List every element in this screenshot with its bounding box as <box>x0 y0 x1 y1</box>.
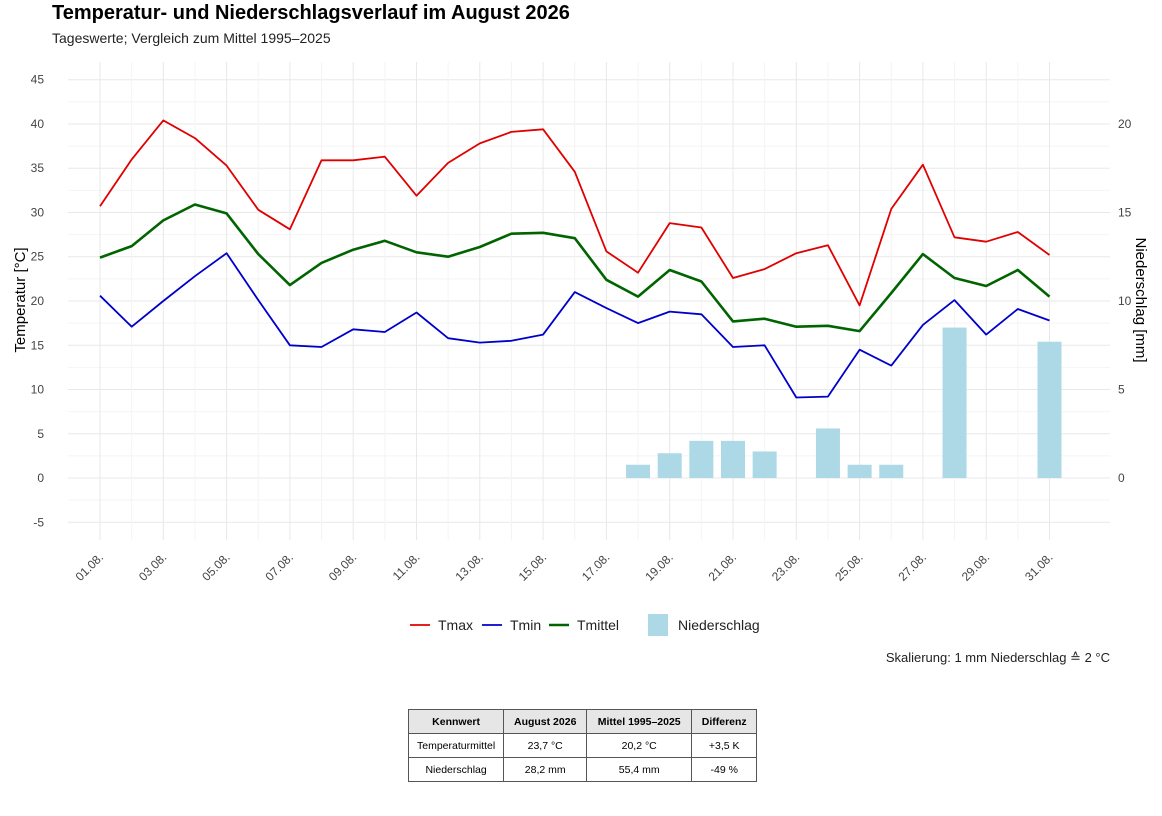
precipitation-bar <box>721 440 745 479</box>
legend: Tmax Tmin Tmittel Niederschlag <box>410 614 760 636</box>
stats-cell: 28,2 mm <box>503 757 588 782</box>
legend-label: Tmin <box>510 617 541 633</box>
x-tick-label: 09.08. <box>326 550 359 583</box>
x-axis-ticks: 01.08. 03.08. 05.08. 07.08. 09.08. 11.08. 13.0… <box>73 550 1056 583</box>
y-tick-label: 5 <box>37 427 44 441</box>
series-line-tmin <box>99 252 1050 399</box>
x-tick-label: 03.08. <box>136 550 169 583</box>
precipitation-bar <box>626 464 651 479</box>
stats-cell: -49 % <box>691 757 758 782</box>
precipitation-bar <box>879 464 904 479</box>
stats-cell: 55,4 mm <box>586 757 693 782</box>
stats-table: Kennwert August 2026 Mittel 1995–2025 Di… <box>407 709 758 782</box>
chart-title: Temperatur- und Niederschlagsverlauf im … <box>52 2 570 24</box>
y2-tick-label: 10 <box>1118 294 1132 308</box>
y-tick-label: 40 <box>31 117 45 131</box>
y2-tick-label: 20 <box>1118 117 1132 131</box>
precipitation-bar <box>689 440 714 479</box>
series-line-tmittel <box>99 203 1051 333</box>
y2-tick-label: 5 <box>1118 383 1125 397</box>
series-line-tmax <box>99 119 1051 307</box>
stats-header: Differenz <box>691 709 758 734</box>
chart-subtitle: Tageswerte; Vergleich zum Mittel 1995–20… <box>52 30 331 46</box>
x-tick-label: 05.08. <box>199 550 232 583</box>
legend-label: Tmittel <box>577 617 619 633</box>
x-tick-label: 01.08. <box>73 550 106 583</box>
stats-header-row: Kennwert August 2026 Mittel 1995–2025 Di… <box>407 709 758 734</box>
x-tick-label: 31.08. <box>1022 550 1055 583</box>
stats-cell: 20,2 °C <box>586 733 693 758</box>
y-tick-label: 45 <box>31 73 45 87</box>
stats-header: Kennwert <box>407 709 505 734</box>
x-tick-label: 27.08. <box>896 550 929 583</box>
y2-tick-label: 15 <box>1118 205 1132 219</box>
precipitation-bar <box>942 327 967 479</box>
x-tick-label: 23.08. <box>769 550 802 583</box>
stats-cell: Temperaturmittel <box>407 733 505 758</box>
y-tick-label: 20 <box>31 294 45 308</box>
y2-axis-ticks: 0 5 10 15 20 <box>1118 117 1132 485</box>
precipitation-bar <box>815 428 840 479</box>
y2-tick-label: 0 <box>1118 471 1125 485</box>
x-tick-label: 15.08. <box>516 550 549 583</box>
y-axis-label: Temperatur [°C] <box>12 247 29 352</box>
y-tick-label: 10 <box>31 383 45 397</box>
legend-label: Niederschlag <box>678 617 760 633</box>
stats-cell: Niederschlag <box>407 757 505 782</box>
stats-cell: +3,5 K <box>691 733 758 758</box>
precipitation-bar <box>1037 341 1062 479</box>
precipitation-bars <box>626 327 1062 479</box>
y-tick-label: 30 <box>31 205 45 219</box>
scale-note: Skalierung: 1 mm Niederschlag ≙ 2 °C <box>885 650 1110 665</box>
x-tick-label: 13.08. <box>452 550 485 583</box>
stats-header: Mittel 1995–2025 <box>586 709 693 734</box>
y-axis-ticks: -5 0 5 10 15 20 25 30 35 40 45 <box>31 73 45 530</box>
y2-axis-label: Niederschlag [mm] <box>1132 237 1149 362</box>
y-tick-label: 25 <box>31 250 45 264</box>
y-tick-label: 35 <box>31 161 45 175</box>
legend-label: Tmax <box>438 617 473 633</box>
x-tick-label: 21.08. <box>706 550 739 583</box>
stats-header: August 2026 <box>503 709 588 734</box>
precipitation-bar <box>847 464 872 479</box>
x-tick-label: 19.08. <box>642 550 675 583</box>
y-tick-label: 15 <box>31 338 45 352</box>
precipitation-bar <box>657 453 682 479</box>
x-tick-label: 07.08. <box>263 550 296 583</box>
x-tick-label: 29.08. <box>959 550 992 583</box>
stats-row: Niederschlag 28,2 mm 55,4 mm -49 % <box>407 757 758 782</box>
legend-key-niederschlag <box>648 614 668 636</box>
x-tick-label: 25.08. <box>832 550 865 583</box>
x-tick-label: 17.08. <box>579 550 612 583</box>
series-lines <box>99 119 1051 399</box>
y-tick-label: 0 <box>37 471 44 485</box>
x-tick-label: 11.08. <box>390 550 423 583</box>
precipitation-bar <box>752 451 777 479</box>
y-tick-label: -5 <box>33 515 44 529</box>
stats-cell: 23,7 °C <box>503 733 588 758</box>
stats-row: Temperaturmittel 23,7 °C 20,2 °C +3,5 K <box>407 733 758 758</box>
